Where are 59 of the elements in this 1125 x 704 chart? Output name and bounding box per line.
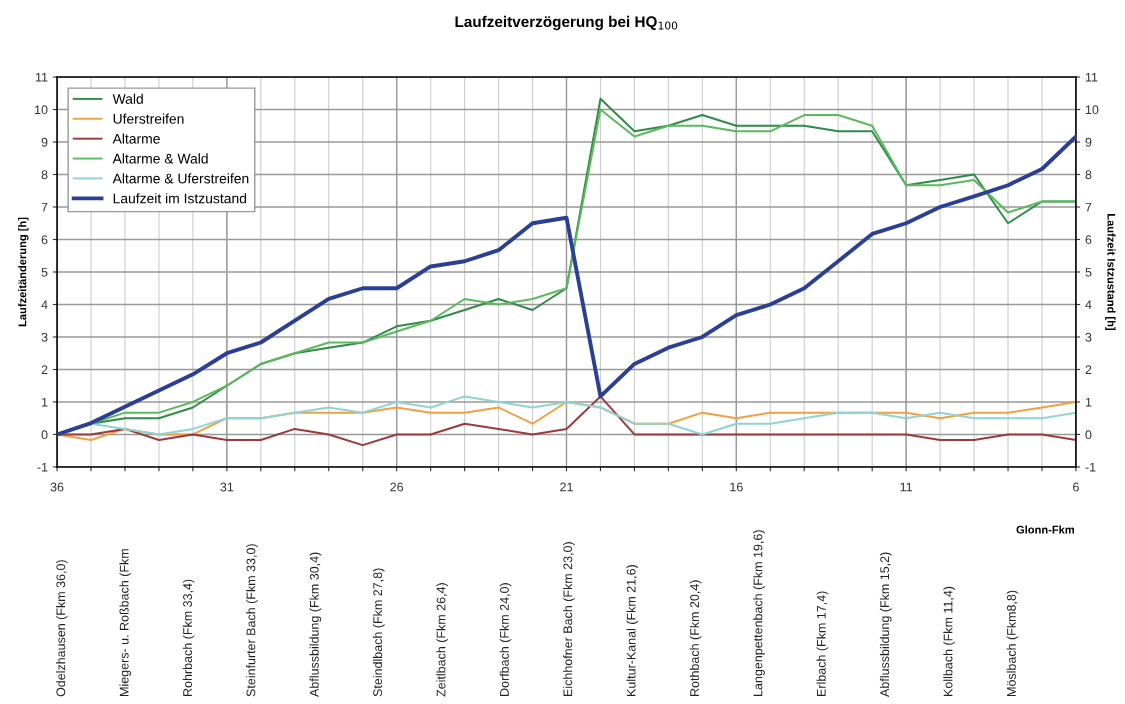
y-axis-title: Laufzeitänderung [h] [18,217,29,327]
text: Möslbach (Fkm8,8) [1006,590,1019,696]
text: Kultur-Kanal (Fkm 21,6) [626,565,639,696]
y-tick-label: 0 [41,430,48,440]
y-tick-label: 7 [41,202,48,212]
y-tick-label: 8 [41,170,48,180]
x-tick-label: 21 [560,482,573,492]
y-tick-label: 5 [41,267,48,277]
text: Rohrbach (Fkm 33,4) [182,579,195,696]
text: Langenpettenbach (Fkm 19,6) [753,530,765,696]
y2-tick-label: 4 [1085,300,1092,310]
text: Dorfbach (Fkm 24,0) [499,583,512,696]
y2-tick-label: 11 [1085,72,1098,82]
text: Miegers- u. Roßbach (Fkm [119,549,132,696]
legend-label: Altarme & Wald [112,153,208,164]
text: Steinfurter Bach (Fkm 33,0) [246,544,258,697]
legend-label: Altarme [112,133,160,144]
y-tick-label: 9 [41,137,48,147]
y2-tick-label: 6 [1085,235,1092,245]
text: Eichhofner Bach (Fkm 23,0) [563,542,575,696]
x-tick-label: 6 [1073,482,1079,492]
text: Steindlbach (Fkm 27,8) [372,568,385,697]
x-tick-label: 36 [50,482,64,492]
y-tick-label: 1 [42,397,48,407]
y2-tick-label: 2 [1085,365,1092,375]
y2-tick-label: 3 [1085,332,1092,342]
y-tick-label: 11 [35,72,48,82]
text: Erlbach (Fkm 17,4) [816,591,829,696]
text: Kollbach (Fkm 11,4) [943,586,955,696]
y2-tick-label: 1 [1085,397,1092,407]
legend-label: Laufzeit im Istzustand [113,193,247,204]
x-tick-label: 16 [730,482,743,492]
text: Zeitlbach (Fkm 26,4) [436,583,448,697]
y-tick-label: 3 [41,332,48,342]
text: Odelzhausen (Fkm 36,0) [56,560,68,697]
text: Abflussbildung (Fkm 15,2) [879,552,892,697]
y2-tick-label: 7 [1085,202,1092,212]
y2-tick-label: 5 [1085,267,1092,277]
x-axis-title: Glonn-Fkm [1016,525,1075,534]
x-tick-label: 11 [900,482,913,492]
legend-label: Altarme & Uferstreifen [112,173,249,184]
y-tick-label: 6 [41,235,48,245]
y-tick-label: 4 [41,300,48,310]
x-tick-label: 31 [220,482,234,492]
y2-tick-label: 9 [1085,137,1092,147]
y2-axis-title: Laufzeit Istzustand [h] [1105,214,1116,331]
y-tick-label: 10 [35,105,48,115]
y2-tick-label: 8 [1085,170,1092,180]
y-tick-label: 2 [41,365,48,375]
legend-label: Uferstreifen [113,113,184,124]
y-tick-label: -1 [37,462,48,472]
text: Abflussbildung (Fkm 30,4) [309,552,322,697]
y2-tick-label: -1 [1085,462,1096,472]
chart-title: Laufzeitverzögerung bei HQ$_{100}$ [455,15,678,31]
legend-label: Wald [112,93,143,104]
y2-tick-label: 10 [1085,105,1099,115]
x-tick-label: 26 [390,482,404,492]
text: Rothbach (Fkm 20,4) [689,580,702,696]
y2-tick-label: 0 [1085,430,1092,440]
